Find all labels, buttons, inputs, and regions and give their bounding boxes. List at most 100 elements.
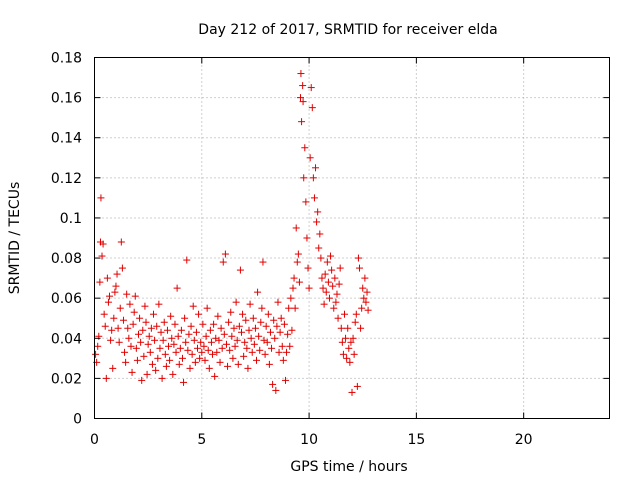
- data-point: [264, 310, 272, 318]
- data-point: [288, 326, 296, 334]
- data-point: [203, 304, 211, 312]
- data-point: [360, 294, 368, 302]
- y-tick-label: 0.18: [51, 51, 82, 67]
- data-point: [185, 330, 193, 338]
- data-point: [214, 312, 222, 320]
- data-point: [174, 332, 182, 340]
- data-point: [344, 324, 352, 332]
- data-points: [92, 70, 372, 396]
- data-point: [186, 364, 194, 372]
- data-point: [320, 300, 328, 308]
- data-point: [298, 118, 306, 126]
- data-point: [357, 324, 365, 332]
- data-point: [128, 368, 136, 376]
- data-point: [313, 218, 321, 226]
- data-point: [239, 310, 247, 318]
- data-point: [177, 326, 185, 334]
- data-point: [147, 324, 155, 332]
- data-point: [210, 320, 218, 328]
- data-point: [269, 380, 277, 388]
- data-point: [173, 284, 181, 292]
- data-point: [197, 338, 205, 346]
- data-point: [349, 334, 357, 342]
- data-point: [308, 104, 316, 112]
- data-point: [206, 326, 214, 334]
- data-point: [271, 334, 279, 342]
- data-point: [213, 348, 221, 356]
- data-point: [243, 344, 251, 352]
- data-point: [333, 290, 341, 298]
- data-point: [323, 258, 331, 266]
- data-point: [200, 342, 208, 350]
- y-tick-label: 0.04: [51, 331, 82, 347]
- data-point: [102, 374, 110, 382]
- y-tick-label: 0.08: [51, 251, 82, 267]
- data-point: [144, 340, 152, 348]
- data-point: [244, 364, 252, 372]
- data-point: [136, 314, 144, 322]
- data-point: [181, 314, 189, 322]
- data-point: [261, 350, 269, 358]
- data-point: [159, 336, 167, 344]
- data-point: [221, 250, 229, 258]
- data-point: [363, 288, 371, 296]
- data-point: [118, 264, 126, 272]
- data-point: [119, 316, 127, 324]
- data-point: [246, 300, 254, 308]
- data-point: [112, 282, 120, 290]
- data-point: [318, 274, 326, 282]
- data-point: [290, 274, 298, 282]
- y-tick-label: 0.1: [60, 211, 82, 227]
- data-point: [253, 356, 261, 364]
- data-point: [293, 258, 301, 266]
- data-point: [202, 332, 210, 340]
- data-point: [297, 94, 304, 102]
- data-point: [263, 338, 271, 346]
- data-point: [138, 376, 146, 384]
- data-point: [332, 298, 340, 306]
- data-point: [201, 356, 209, 364]
- data-point: [248, 348, 256, 356]
- data-point: [99, 240, 107, 248]
- data-point: [309, 174, 317, 182]
- data-point: [178, 354, 186, 362]
- data-point: [145, 332, 153, 340]
- y-tick-label: 0.12: [51, 171, 82, 187]
- data-point: [211, 372, 219, 380]
- data-point: [150, 310, 158, 318]
- data-point: [242, 316, 250, 324]
- x-tick-label: 5: [197, 432, 206, 448]
- data-point: [125, 334, 133, 342]
- data-point: [231, 342, 239, 350]
- data-point: [172, 348, 180, 356]
- data-point: [198, 348, 206, 356]
- data-point: [92, 350, 100, 358]
- data-point: [194, 344, 201, 352]
- data-point: [157, 328, 165, 336]
- data-point: [331, 274, 339, 282]
- data-point: [234, 360, 242, 368]
- data-point: [295, 278, 303, 286]
- data-point: [322, 288, 330, 296]
- data-point: [215, 336, 223, 344]
- data-point: [356, 264, 364, 272]
- data-point: [189, 302, 197, 310]
- data-point: [325, 294, 333, 302]
- data-point: [96, 278, 104, 286]
- data-point: [361, 274, 369, 282]
- data-point: [262, 322, 270, 330]
- data-point: [258, 304, 266, 312]
- data-point: [100, 310, 108, 318]
- data-point: [254, 288, 262, 296]
- data-point: [161, 350, 169, 358]
- data-point: [141, 302, 149, 310]
- y-tick-label: 0.02: [51, 371, 82, 387]
- data-point: [338, 338, 346, 346]
- data-point: [289, 284, 297, 292]
- data-point: [281, 376, 289, 384]
- data-point: [156, 344, 164, 352]
- data-point: [196, 354, 204, 362]
- data-point: [297, 70, 305, 78]
- data-point: [329, 282, 337, 290]
